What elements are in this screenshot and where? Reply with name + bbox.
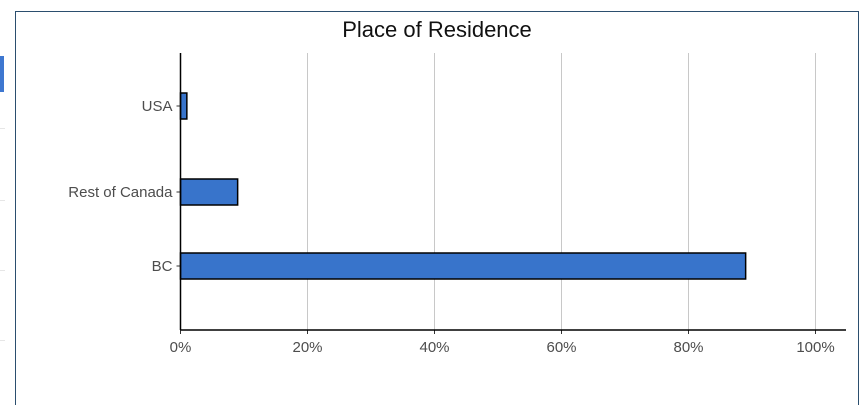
chart-title: Place of Residence bbox=[342, 17, 532, 42]
x-tick-labels: 0% 20% 40% 60% 80% 100% bbox=[170, 339, 835, 356]
x-tick-label: 40% bbox=[419, 339, 449, 356]
y-tick-label: USA bbox=[142, 98, 173, 115]
bars bbox=[179, 92, 747, 280]
y-tick-label: Rest of Canada bbox=[68, 184, 173, 201]
x-tick-label: 0% bbox=[170, 339, 192, 356]
bar-bc bbox=[179, 252, 747, 280]
sidebar-divider bbox=[0, 128, 5, 129]
sidebar-divider bbox=[0, 270, 5, 271]
bar-chart: Place of Residence USA Rest of Canada BC 0… bbox=[68, 17, 846, 356]
sidebar-divider bbox=[0, 340, 5, 341]
x-tick-label: 20% bbox=[292, 339, 322, 356]
active-indicator bbox=[0, 56, 4, 92]
bar-rest-of-canada bbox=[179, 178, 239, 206]
chart-panel: Place of Residence USA Rest of Canada BC 0… bbox=[15, 11, 859, 405]
gridlines bbox=[307, 53, 816, 330]
sidebar-divider bbox=[0, 200, 5, 201]
x-tick-label: 100% bbox=[796, 339, 834, 356]
bar-usa bbox=[179, 92, 188, 120]
left-sidebar-edge bbox=[0, 0, 6, 405]
y-tick-labels: USA Rest of Canada BC bbox=[68, 98, 173, 275]
x-tick-label: 60% bbox=[546, 339, 576, 356]
y-tick-label: BC bbox=[152, 258, 173, 275]
x-tick-label: 80% bbox=[673, 339, 703, 356]
axes bbox=[176, 53, 846, 334]
